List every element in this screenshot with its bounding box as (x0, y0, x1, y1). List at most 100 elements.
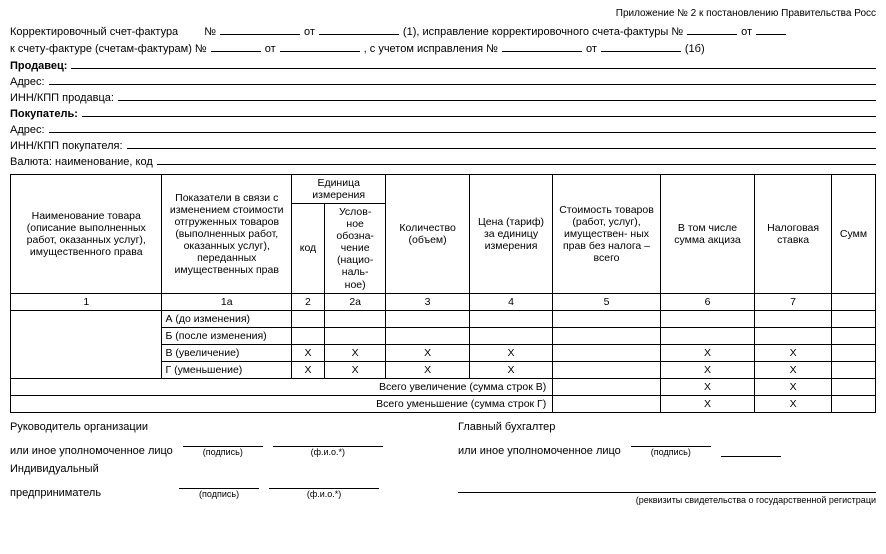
row-b-label: Б (после изменения) (162, 327, 292, 344)
ot-label: от (304, 26, 315, 38)
head-label: Руководитель организации (10, 421, 428, 433)
corr-num-blank[interactable] (687, 23, 737, 35)
th-c7: Налоговая ставка (755, 175, 832, 294)
main-table: Наименование товара (описание выполненны… (10, 174, 876, 413)
inv-date-blank[interactable] (280, 40, 360, 52)
th-c1a: Показатели в связи с изменением стоимост… (162, 175, 292, 294)
th-c8: Сумм (832, 175, 876, 294)
accountant-label: Главный бухгалтер (458, 421, 876, 433)
seller-addr-label: Адрес: (10, 76, 45, 88)
num-2a: 2а (324, 293, 385, 310)
x-cell: Х (755, 395, 832, 412)
ot-label-3: от (265, 43, 276, 55)
podpis-label-2: (подпись) (199, 489, 239, 499)
indiv-label-2: предприниматель (10, 487, 101, 499)
indiv-sign-blank[interactable] (179, 477, 259, 489)
seller-blank[interactable] (71, 57, 876, 69)
num-1a: 1а (162, 293, 292, 310)
buyer-label: Покупатель: (10, 108, 78, 120)
fio-label: (ф.и.о.*) (311, 447, 345, 457)
x-cell: Х (755, 344, 832, 361)
header-line-1: Корректировочный счет-фактура № от (1), … (10, 23, 876, 38)
th-c4: Цена (тариф) за единицу измерения (469, 175, 552, 294)
num-blank[interactable] (220, 23, 300, 35)
num-2: 2 (292, 293, 325, 310)
num-7: 7 (755, 293, 832, 310)
appendix-note: Приложение № 2 к постановлению Правитель… (10, 8, 876, 19)
x-cell: Х (324, 361, 385, 378)
x-cell: Х (324, 344, 385, 361)
total-v-row: Всего увеличение (сумма строк В) Х Х (11, 378, 876, 395)
date-blank[interactable] (319, 23, 399, 35)
buyer-inn-label: ИНН/КПП покупателя: (10, 140, 123, 152)
row-a-label: А (до изменения) (162, 310, 292, 327)
corr-invoice-label: Корректировочный счет-фактура (10, 26, 178, 38)
row-v-label: В (увеличение) (162, 344, 292, 361)
ref-1b: (1б) (685, 43, 705, 55)
currency-label: Валюта: наименование, код (10, 156, 153, 168)
th-c2a: Услов- ное обозна- чение (нацио- наль- н… (324, 204, 385, 293)
x-cell: Х (755, 378, 832, 395)
x-cell: Х (660, 361, 754, 378)
th-c1: Наименование товара (описание выполненны… (11, 175, 162, 294)
acc-fio-blank[interactable] (721, 445, 781, 457)
ot-label-4: от (586, 43, 597, 55)
th-c3: Количество (объем) (386, 175, 469, 294)
buyer-addr-label: Адрес: (10, 124, 45, 136)
x-cell: Х (660, 395, 754, 412)
total-v-label: Всего увеличение (сумма строк В) (11, 378, 553, 395)
acc-sign-blank[interactable] (631, 435, 711, 447)
currency-blank[interactable] (157, 153, 876, 165)
num-6: 6 (660, 293, 754, 310)
indiv-label: Индивидуальный (10, 463, 428, 475)
seller-addr-blank[interactable] (49, 73, 876, 85)
row-g-label: Г (уменьшение) (162, 361, 292, 378)
buyer-blank[interactable] (82, 105, 876, 117)
podpis-label-3: (подпись) (651, 447, 691, 457)
num-3: 3 (386, 293, 469, 310)
inv-num-blank[interactable] (211, 40, 261, 52)
ot-label-2: от (741, 26, 752, 38)
x-cell: Х (292, 344, 325, 361)
accountant-label-2: или иное уполномоченное лицо (458, 445, 621, 457)
th-unit: Единица измерения (292, 175, 386, 204)
table-row: А (до изменения) (11, 310, 876, 327)
corr-ref-date-blank[interactable] (601, 40, 681, 52)
x-cell: Х (660, 378, 754, 395)
header-line-2: к счету-фактуре (счетам-фактурам) № от ,… (10, 40, 876, 55)
corr-ref-blank[interactable] (502, 40, 582, 52)
correction-label: (1), исправление корректировочного счета… (403, 26, 683, 38)
total-g-row: Всего уменьшение (сумма строк Г) Х Х (11, 395, 876, 412)
head-fio-blank[interactable] (273, 435, 383, 447)
to-invoice-label: к счету-фактуре (счетам-фактурам) № (10, 43, 207, 55)
rekv-blank[interactable] (458, 481, 876, 493)
total-g-label: Всего уменьшение (сумма строк Г) (11, 395, 553, 412)
x-cell: Х (469, 344, 552, 361)
x-cell: Х (386, 344, 469, 361)
signature-block: Руководитель организации или иное уполно… (10, 421, 876, 505)
x-cell: Х (755, 361, 832, 378)
correction-ref-label: , с учетом исправления № (364, 43, 498, 55)
fio-label-2: (ф.и.о.*) (307, 489, 341, 499)
rekv-note: (реквизиты свидетельства о государственн… (458, 495, 876, 505)
x-cell: Х (469, 361, 552, 378)
th-c6: В том числе сумма акциза (660, 175, 754, 294)
num-4: 4 (469, 293, 552, 310)
x-cell: Х (292, 361, 325, 378)
seller-label: Продавец: (10, 60, 67, 72)
th-c5: Стоимость товаров (работ, услуг), имущес… (553, 175, 661, 294)
indiv-fio-blank[interactable] (269, 477, 379, 489)
x-cell: Х (660, 344, 754, 361)
head-label-2: или иное уполномоченное лицо (10, 445, 173, 457)
buyer-addr-blank[interactable] (49, 121, 876, 133)
x-cell: Х (386, 361, 469, 378)
buyer-inn-blank[interactable] (127, 137, 876, 149)
podpis-label: (подпись) (203, 447, 243, 457)
corr-date-blank[interactable] (756, 23, 786, 35)
seller-inn-blank[interactable] (118, 89, 876, 101)
num-1: 1 (11, 293, 162, 310)
num-5: 5 (553, 293, 661, 310)
seller-inn-label: ИНН/КПП продавца: (10, 92, 114, 104)
head-sign-blank[interactable] (183, 435, 263, 447)
th-c2: код (292, 204, 325, 293)
